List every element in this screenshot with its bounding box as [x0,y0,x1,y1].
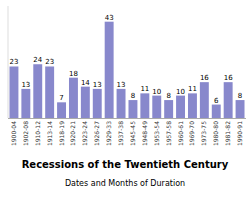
x-tick-label: 1957-58 [165,121,172,146]
bar [105,22,114,118]
data-label: 10 [152,88,161,96]
x-tick-label: 1926-27 [93,121,100,146]
bar [224,82,233,118]
x-tick-label: 1973-75 [200,121,207,146]
bar [33,64,42,118]
bar [200,82,209,118]
bar [45,66,54,118]
x-tick-label: 1981-82 [224,121,231,146]
bar [57,102,66,118]
x-tick-label: 1960-61 [177,121,184,146]
subtitle: Dates and Months of Duration [65,179,185,188]
data-label: 13 [93,81,102,89]
bar [236,100,245,118]
bars [9,22,244,118]
chart: 1900-04 1902-08 1910-12 1913-14 1918-19 1920-… [0,0,250,200]
x-tick-label: 1948-49 [141,121,148,146]
chart-container: 1900-04 1902-08 1910-12 1913-14 1918-19 1920-… [0,0,250,200]
bar [164,100,173,118]
data-label: 6 [214,97,219,105]
bar [128,100,137,118]
data-label: 16 [200,74,209,82]
data-label: 13 [117,81,126,89]
data-label: 7 [59,94,63,102]
bar [9,66,18,118]
data-label: 8 [238,92,242,100]
data-label: 16 [224,74,233,82]
x-tick-label: 1910-12 [34,121,41,146]
data-label: 13 [21,81,30,89]
x-tick-label: 1923-24 [81,121,88,146]
x-tick-label: 1953-54 [153,121,160,146]
data-label: 18 [69,70,78,78]
data-label: 8 [131,92,135,100]
data-label: 10 [176,88,185,96]
data-label: 11 [188,85,197,93]
x-tick-label: 1937-38 [117,121,124,146]
data-label: 8 [166,92,170,100]
x-tick-label: 1990-91 [236,121,243,146]
x-tick-label: 1918-19 [58,121,65,146]
x-tick-label: 1920-21 [69,121,76,146]
data-label: 24 [33,56,42,64]
data-label: 11 [140,85,149,93]
bar [21,89,30,118]
x-axis-line [8,118,246,119]
title: Recessions of the Twentieth Century [22,159,229,170]
x-tick-label: 1913-14 [46,121,53,146]
x-tick-label: 1980-80 [212,121,219,146]
data-label: 14 [81,79,90,87]
y-axis-line [8,6,9,118]
bar [212,105,221,118]
bar [93,89,102,118]
x-tick-label: 1900-04 [10,121,17,146]
bar [117,89,126,118]
data-label: 43 [105,14,114,22]
bar [140,93,149,118]
x-tick-label: 1945-45 [129,121,136,146]
data-label: 23 [9,58,18,66]
bar [188,93,197,118]
bar [152,96,161,118]
bar [81,87,90,118]
x-tick-label: 1929-33 [105,121,112,146]
data-label: 23 [45,58,54,66]
x-tick-label: 1969-70 [188,121,195,146]
bar [176,96,185,118]
bar [69,78,78,118]
x-tick-label: 1902-08 [22,121,29,146]
